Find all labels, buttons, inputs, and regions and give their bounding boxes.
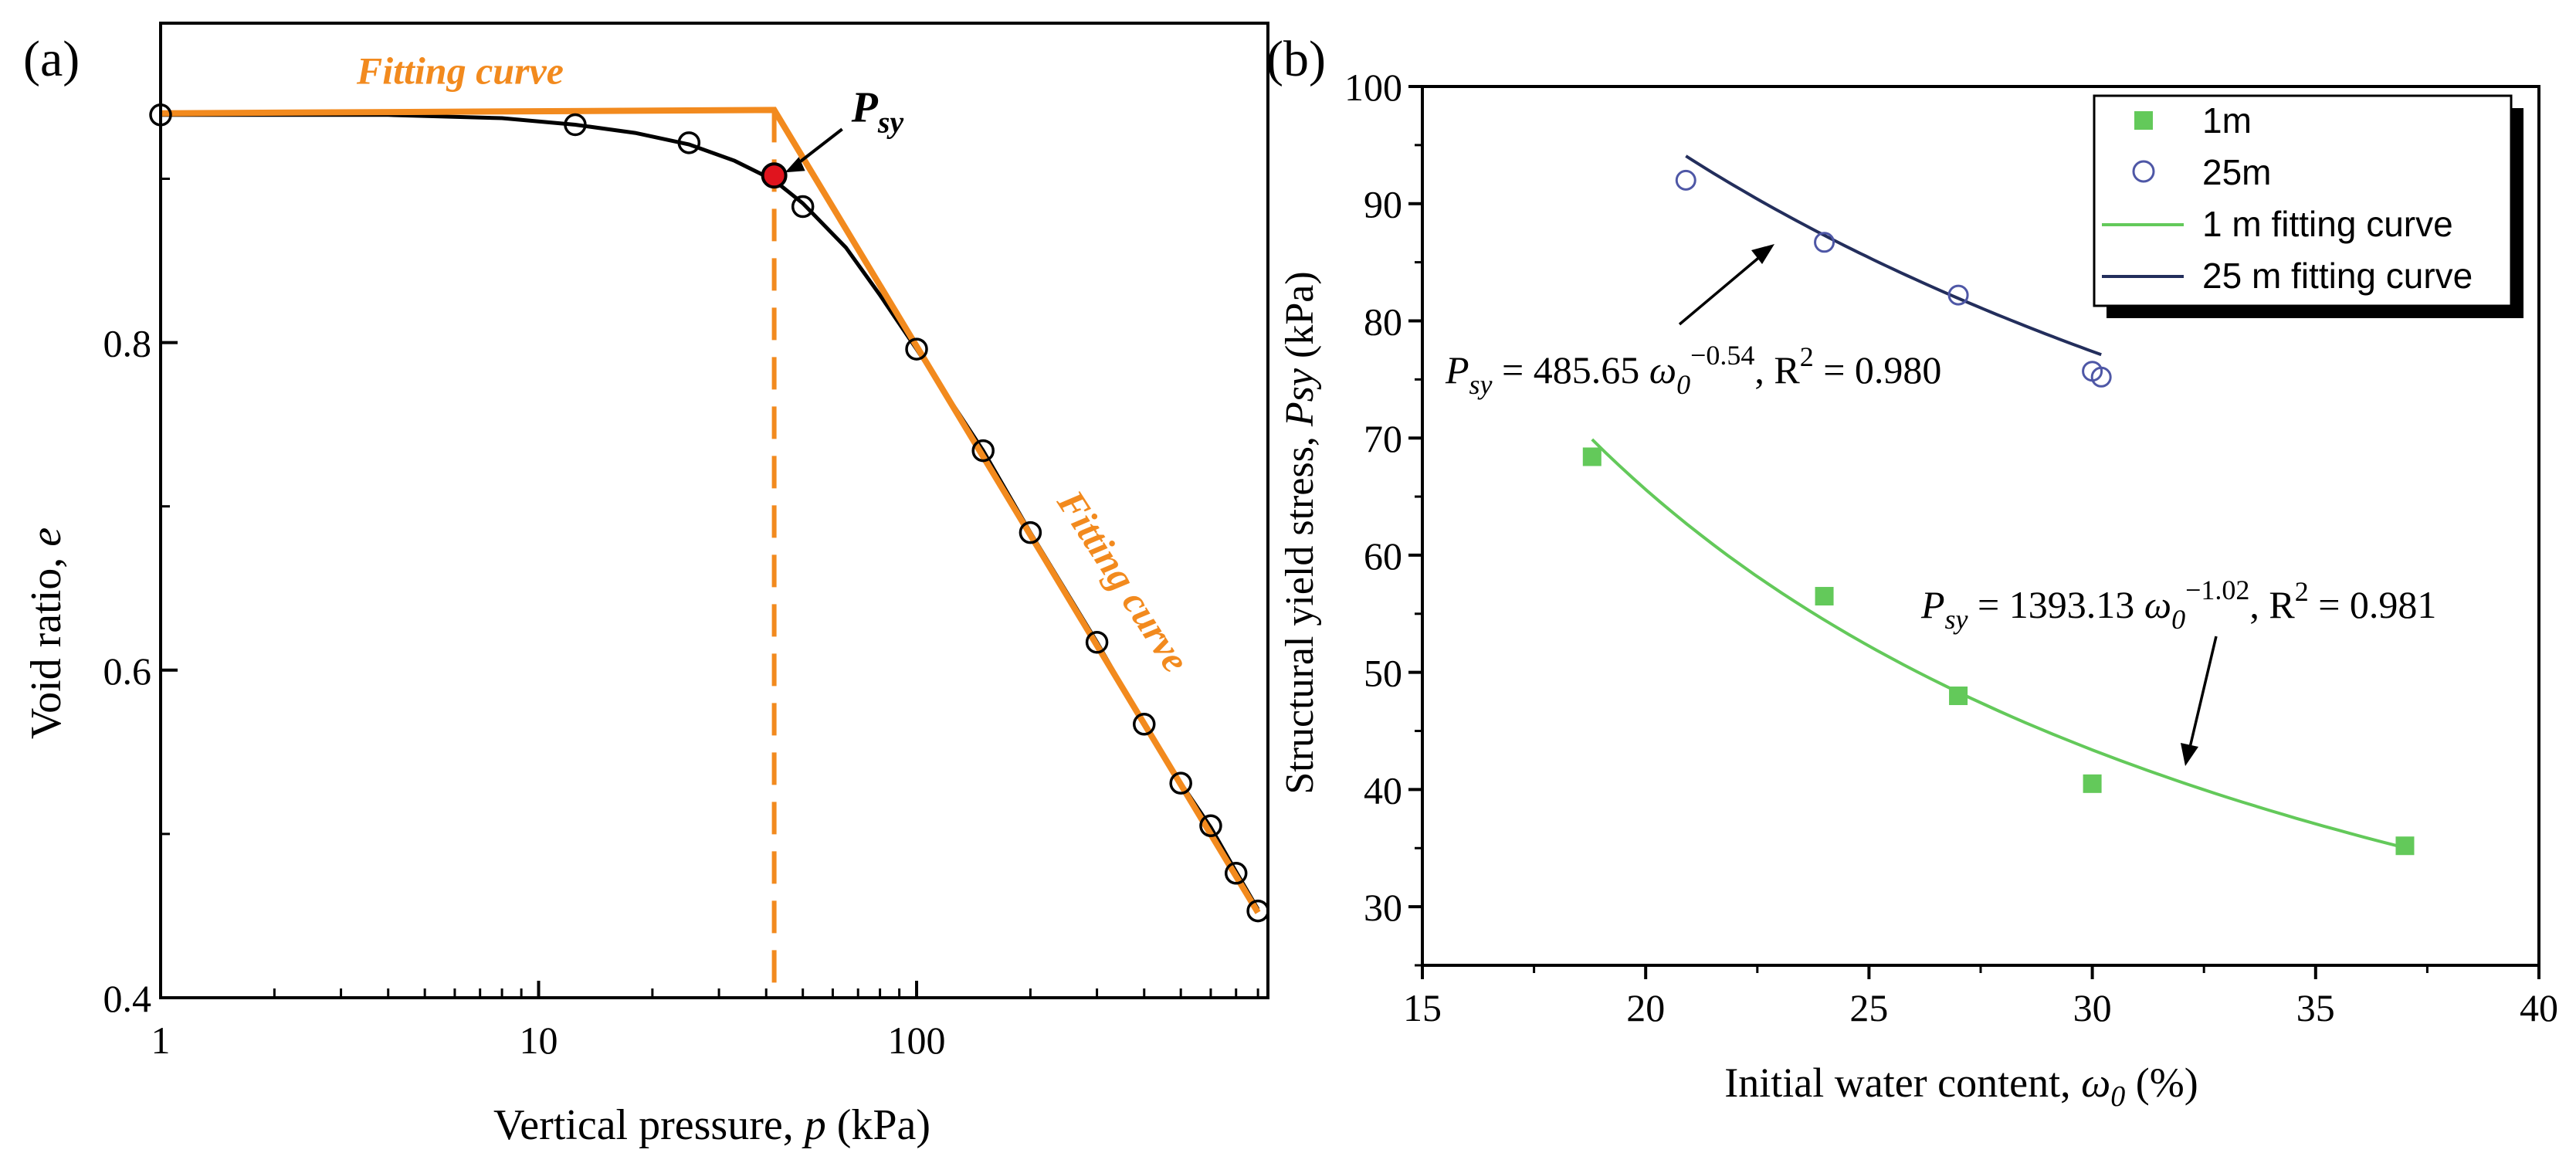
panel-b-y-tick-label: 90 (1364, 183, 1402, 226)
panel-a-y-tick-label: 0.4 (103, 977, 152, 1020)
panel-b-y-tick-label: 50 (1364, 652, 1402, 695)
panel-b-1m-fitting-curve (1591, 438, 2405, 849)
panel-b-x-tick-label: 15 (1403, 986, 1442, 1029)
panel-b-y-tick-label: 70 (1364, 417, 1402, 460)
panel-b-1m-point (1949, 687, 1968, 706)
panel-a-data-point (791, 195, 815, 219)
legend-25m-fit-label: 25 m fitting curve (2202, 256, 2473, 296)
panel-a-data-point (564, 113, 587, 137)
panel-a-y-tick-label: 0.6 (103, 649, 152, 693)
panel-b: (b) 15 20 25 30 35 40 30 40 50 60 70 80 90 100 1m 25m… (1266, 31, 2558, 1113)
panel-b-y-tick-label: 80 (1364, 300, 1402, 343)
panel-b-y-tick-label: 30 (1364, 886, 1402, 929)
panel-b-y-axis-label: Structural yield stress, Psy (kPa) (1278, 271, 1322, 794)
panel-a-yield-point (761, 162, 788, 189)
panel-b-25m-point (1675, 169, 1696, 191)
panel-a-x-tick-label: 10 (520, 1019, 558, 1062)
panel-a-fitting-curve-label-diagonal: Fitting curve (1049, 482, 1198, 680)
panel-b-ticks: 15 20 25 30 35 40 30 40 50 60 70 80 90 100 (1344, 66, 2558, 1029)
panel-b-x-tick-label: 30 (2073, 986, 2112, 1029)
panel-b-x-tick-label: 25 (1849, 986, 1888, 1029)
panel-b-25m-fitting-curve (1685, 154, 2102, 357)
legend-box (2093, 94, 2513, 307)
panel-a-fitting-curve-label-top: Fitting curve (356, 49, 564, 92)
panel-b-x-tick-label: 20 (1626, 986, 1665, 1029)
panel-a-label: (a) (23, 31, 80, 87)
panel-a-x-tick-label: 100 (888, 1019, 946, 1062)
panel-b-25m-point (1814, 232, 1835, 253)
panel-b-equation-25m: Psy = 485.65 ω0−0.54, R2 = 0.980 (1445, 340, 1941, 400)
legend-25m-marker (2132, 160, 2155, 183)
panel-b-plot-frame (1421, 85, 2540, 967)
panel-a-data-point (971, 439, 995, 463)
panel-b-x-axis-label: Initial water content, ω0 (%) (1724, 1060, 2198, 1113)
panel-b-1m-point (2083, 774, 2102, 793)
panel-a-data-point (1224, 862, 1248, 885)
panel-a-data-point (677, 131, 701, 154)
panel-a: (a) 1 10 100 0.4 0.6 0.8 Psy Fitting curve Fi… (22, 22, 1269, 1149)
legend-1m-marker (2134, 111, 2153, 130)
panel-b-1m-point (2395, 836, 2415, 856)
panel-b-label: (b) (1266, 31, 1326, 87)
panel-b-arrow-1m (2188, 636, 2218, 751)
panel-b-25m-point (2090, 366, 2112, 388)
panel-a-data-point (1199, 814, 1222, 838)
panel-a-x-tick-label: 1 (151, 1019, 171, 1062)
panel-b-arrowhead-1m (2181, 743, 2198, 766)
legend-25m-label: 25m (2202, 152, 2271, 192)
panel-b-1m-point (1582, 447, 1602, 466)
panel-b-y-tick-label: 100 (1344, 66, 1402, 109)
panel-a-y-tick-label: 0.8 (103, 322, 152, 365)
panel-a-plot-frame (159, 22, 1269, 999)
panel-b-x-tick-label: 40 (2520, 986, 2558, 1029)
panel-b-arrowhead-25m (1751, 244, 1774, 264)
panel-b-legend: 1m 25m 1 m fitting curve 25 m fitting cu… (2093, 94, 2523, 318)
legend-1m-fit-label: 1 m fitting curve (2202, 204, 2453, 244)
panel-b-x-tick-label: 35 (2296, 986, 2335, 1029)
panel-a-fitting-lines (160, 107, 1261, 914)
panel-a-data-point (1169, 771, 1192, 795)
panel-b-arrow-25m (1678, 253, 1764, 326)
panel-a-data-points (149, 103, 1269, 923)
panel-a-data-point (1085, 630, 1109, 654)
panel-a-psy-label: Psy (851, 83, 904, 139)
panel-a-data-point (1133, 713, 1156, 736)
panel-b-25m-point (1947, 284, 1969, 306)
panel-a-yield-arrowhead (785, 157, 805, 173)
panel-a-x-axis-label: Vertical pressure, p (kPa) (493, 1101, 930, 1149)
panel-b-equation-1m: Psy = 1393.13 ω0−1.02, R2 = 0.981 (1920, 575, 2436, 635)
panel-a-data-point (905, 337, 928, 361)
legend-1m-label: 1m (2202, 100, 2252, 141)
panel-b-y-tick-label: 40 (1364, 768, 1402, 812)
panel-a-yield-arrow (793, 127, 843, 168)
panel-a-data-point (1019, 520, 1042, 544)
panel-a-ticks: 1 10 100 0.4 0.6 0.8 (103, 177, 1259, 1062)
panel-a-y-axis-label: Void ratio, e (22, 527, 70, 739)
panel-b-data-points (1582, 169, 2415, 856)
panel-b-1m-point (1815, 587, 1834, 606)
panel-b-y-tick-label: 60 (1364, 534, 1402, 578)
